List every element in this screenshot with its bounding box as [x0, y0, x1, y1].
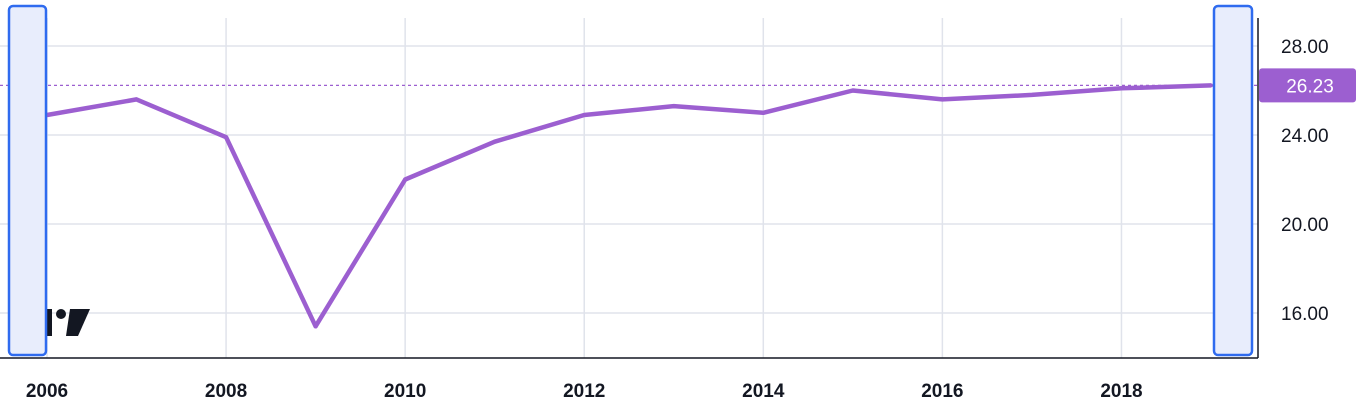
series-points — [45, 83, 1213, 329]
data-point-2010 — [403, 177, 408, 182]
last-value-badge: 26.23 — [1259, 68, 1356, 103]
x-tick-label: 2018 — [1100, 381, 1142, 402]
x-tick-label: 2012 — [563, 381, 605, 402]
range-handle-right[interactable] — [1212, 4, 1254, 357]
data-point-2013 — [671, 104, 676, 109]
data-point-2016 — [940, 97, 945, 102]
grid — [0, 18, 1258, 358]
data-point-2019 — [1209, 83, 1213, 88]
data-point-2009 — [313, 324, 318, 329]
x-tick-label: 2006 — [26, 381, 68, 402]
y-tick-label: 20.00 — [1281, 215, 1329, 236]
x-tick-label: 2016 — [921, 381, 963, 402]
data-point-2012 — [582, 112, 587, 117]
data-point-2008 — [224, 135, 229, 140]
y-tick-label: 28.00 — [1281, 37, 1329, 58]
data-point-2011 — [492, 139, 497, 144]
data-point-2007 — [134, 97, 139, 102]
data-point-2014 — [761, 110, 766, 115]
y-tick-label: 16.00 — [1281, 304, 1329, 325]
y-tick-label: 24.00 — [1281, 126, 1329, 147]
x-tick-labels: 2006 2008 2010 2012 2014 2016 2018 — [26, 381, 1143, 402]
y-tick-labels: 16.00 20.00 24.00 28.00 — [1281, 37, 1329, 325]
x-tick-label: 2008 — [205, 381, 247, 402]
x-tick-label: 2014 — [742, 381, 785, 402]
data-point-2015 — [850, 88, 855, 93]
x-tick-label: 2010 — [384, 381, 426, 402]
last-value-badge-bg — [1259, 68, 1356, 103]
range-handle-left[interactable] — [7, 4, 48, 357]
data-point-2017 — [1029, 92, 1034, 97]
last-value-label: 26.23 — [1286, 76, 1334, 97]
series-line — [46, 83, 1212, 329]
data-point-2018 — [1119, 86, 1124, 91]
